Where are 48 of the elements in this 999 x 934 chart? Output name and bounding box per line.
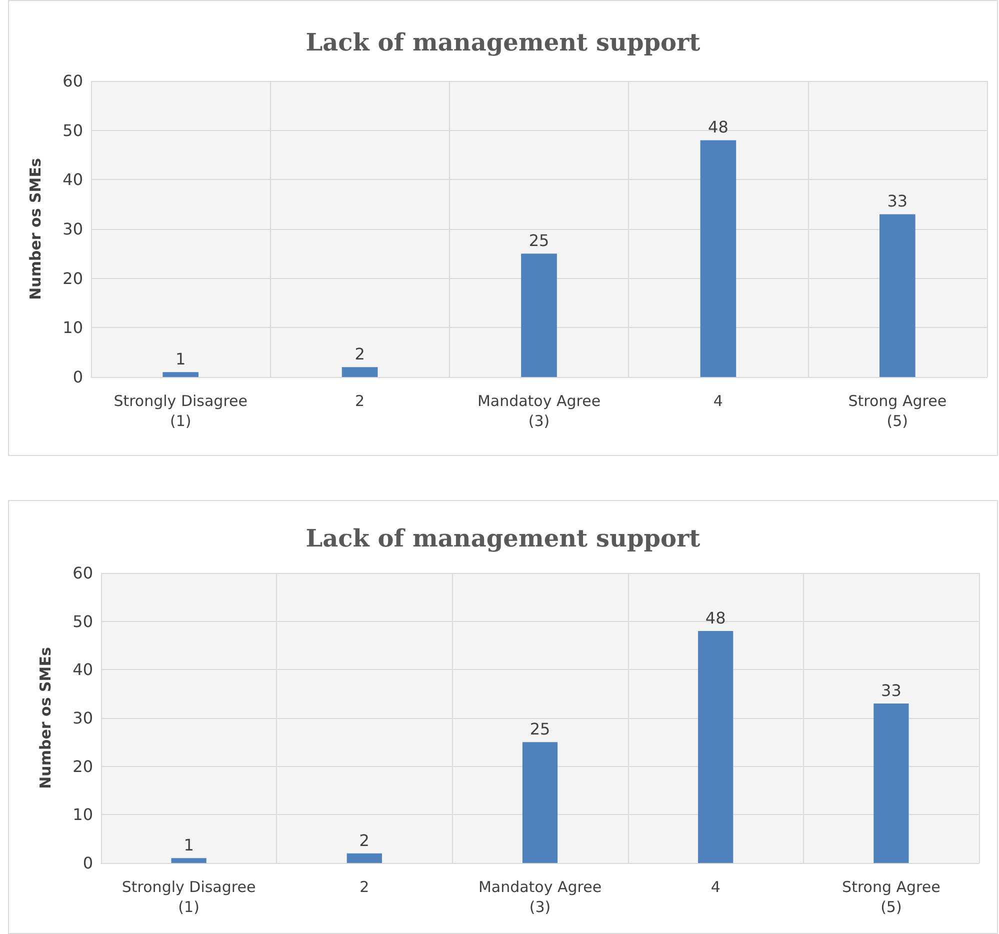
x-tick-label: 2 bbox=[360, 878, 370, 896]
y-axis-title: Number os SMEs bbox=[26, 158, 44, 300]
y-tick-label: 30 bbox=[72, 708, 93, 728]
y-tick-label: 0 bbox=[72, 368, 83, 386]
data-label: 33 bbox=[881, 681, 902, 700]
bar bbox=[346, 853, 382, 863]
y-tick-label: 0 bbox=[82, 854, 93, 872]
data-label: 33 bbox=[887, 192, 908, 211]
data-label: 25 bbox=[530, 720, 550, 739]
y-tick-label: 60 bbox=[62, 72, 83, 90]
data-label: 1 bbox=[184, 836, 194, 855]
x-tick-label: Mandatoy Agree (3) bbox=[478, 878, 602, 916]
x-tick-label: Strong Agree (5) bbox=[848, 392, 947, 430]
x-tick-label: 2 bbox=[355, 392, 365, 410]
bar bbox=[162, 372, 199, 377]
bar bbox=[521, 254, 557, 377]
y-tick-label: 60 bbox=[72, 564, 93, 582]
bar bbox=[171, 858, 206, 863]
bar bbox=[342, 367, 378, 377]
data-label: 48 bbox=[705, 608, 726, 628]
y-tick-label: 20 bbox=[72, 756, 93, 776]
y-tick-label: 20 bbox=[62, 268, 83, 288]
bar bbox=[522, 742, 558, 863]
y-tick-label: 40 bbox=[72, 660, 93, 680]
chart-title: Lack of management support bbox=[306, 524, 700, 552]
x-tick-label: 4 bbox=[713, 392, 723, 410]
y-tick-label: 50 bbox=[62, 120, 83, 140]
x-tick-label: 4 bbox=[710, 878, 720, 896]
data-label: 2 bbox=[354, 344, 365, 364]
data-label: 1 bbox=[176, 350, 186, 369]
bar bbox=[700, 140, 736, 377]
y-axis-title: Number os SMEs bbox=[36, 647, 54, 789]
chart-title: Lack of management support bbox=[306, 28, 700, 56]
y-tick-label: 10 bbox=[62, 318, 83, 338]
y-tick-label: 40 bbox=[62, 170, 83, 190]
bar bbox=[874, 704, 909, 863]
bar bbox=[698, 631, 734, 863]
y-tick-label: 50 bbox=[72, 612, 93, 631]
x-tick-label: Mandatoy Agree (3) bbox=[477, 392, 601, 430]
data-label: 25 bbox=[528, 231, 550, 250]
x-tick-label: Strong Agree (5) bbox=[842, 878, 940, 916]
x-tick-label: Strongly Disagree (1) bbox=[114, 392, 248, 430]
y-tick-label: 10 bbox=[72, 805, 93, 824]
data-label: 2 bbox=[359, 830, 370, 850]
y-tick-label: 30 bbox=[62, 220, 83, 238]
bar bbox=[879, 214, 916, 377]
x-tick-label: Strongly Disagree (1) bbox=[122, 878, 256, 916]
data-label: 48 bbox=[708, 118, 728, 137]
